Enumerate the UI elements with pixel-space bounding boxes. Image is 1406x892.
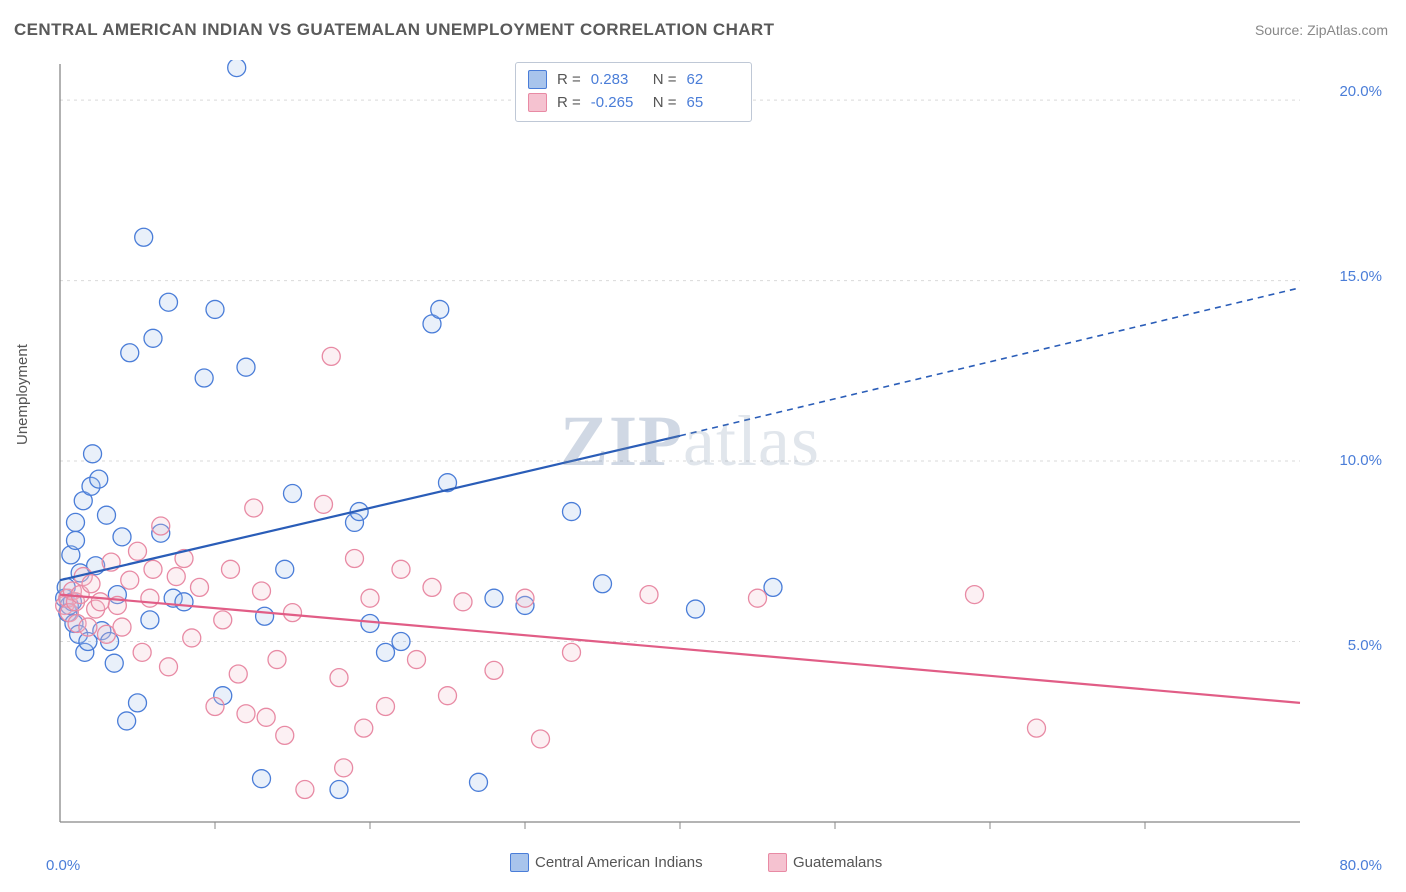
xtick-0: 0.0% bbox=[46, 857, 80, 874]
stats-n-label: N = bbox=[653, 68, 677, 91]
stats-row: R = 0.283 N = 62 bbox=[528, 68, 739, 91]
legend-item-1: Guatemalans bbox=[768, 853, 882, 872]
stats-swatch bbox=[528, 93, 547, 112]
stats-n-value: 65 bbox=[687, 91, 739, 114]
ytick-20: 20.0% bbox=[1339, 83, 1382, 100]
chart-title: CENTRAL AMERICAN INDIAN VS GUATEMALAN UN… bbox=[14, 20, 774, 40]
stats-n-value: 62 bbox=[687, 68, 739, 91]
legend-swatch-1 bbox=[768, 853, 787, 872]
legend-swatch-0 bbox=[510, 853, 529, 872]
xtick-80: 80.0% bbox=[1339, 857, 1382, 874]
stats-r-label: R = bbox=[557, 68, 581, 91]
ytick-10: 10.0% bbox=[1339, 452, 1382, 469]
chart-container: CENTRAL AMERICAN INDIAN VS GUATEMALAN UN… bbox=[0, 0, 1406, 892]
stats-r-value: -0.265 bbox=[591, 91, 643, 114]
source-attribution: Source: ZipAtlas.com bbox=[1255, 22, 1388, 38]
chart-svg bbox=[50, 60, 1350, 840]
legend-item-0: Central American Indians bbox=[510, 853, 703, 872]
ytick-15: 15.0% bbox=[1339, 268, 1382, 285]
legend-label-1: Guatemalans bbox=[793, 854, 882, 871]
stats-legend-box: R = 0.283 N = 62 R = -0.265 N = 65 bbox=[515, 62, 752, 122]
stats-swatch bbox=[528, 70, 547, 89]
stats-r-value: 0.283 bbox=[591, 68, 643, 91]
stats-r-label: R = bbox=[557, 91, 581, 114]
plot-area bbox=[50, 60, 1350, 840]
y-axis-label: Unemployment bbox=[14, 344, 31, 445]
stats-row: R = -0.265 N = 65 bbox=[528, 91, 739, 114]
legend-label-0: Central American Indians bbox=[535, 854, 703, 871]
stats-n-label: N = bbox=[653, 91, 677, 114]
ytick-5: 5.0% bbox=[1348, 637, 1382, 654]
